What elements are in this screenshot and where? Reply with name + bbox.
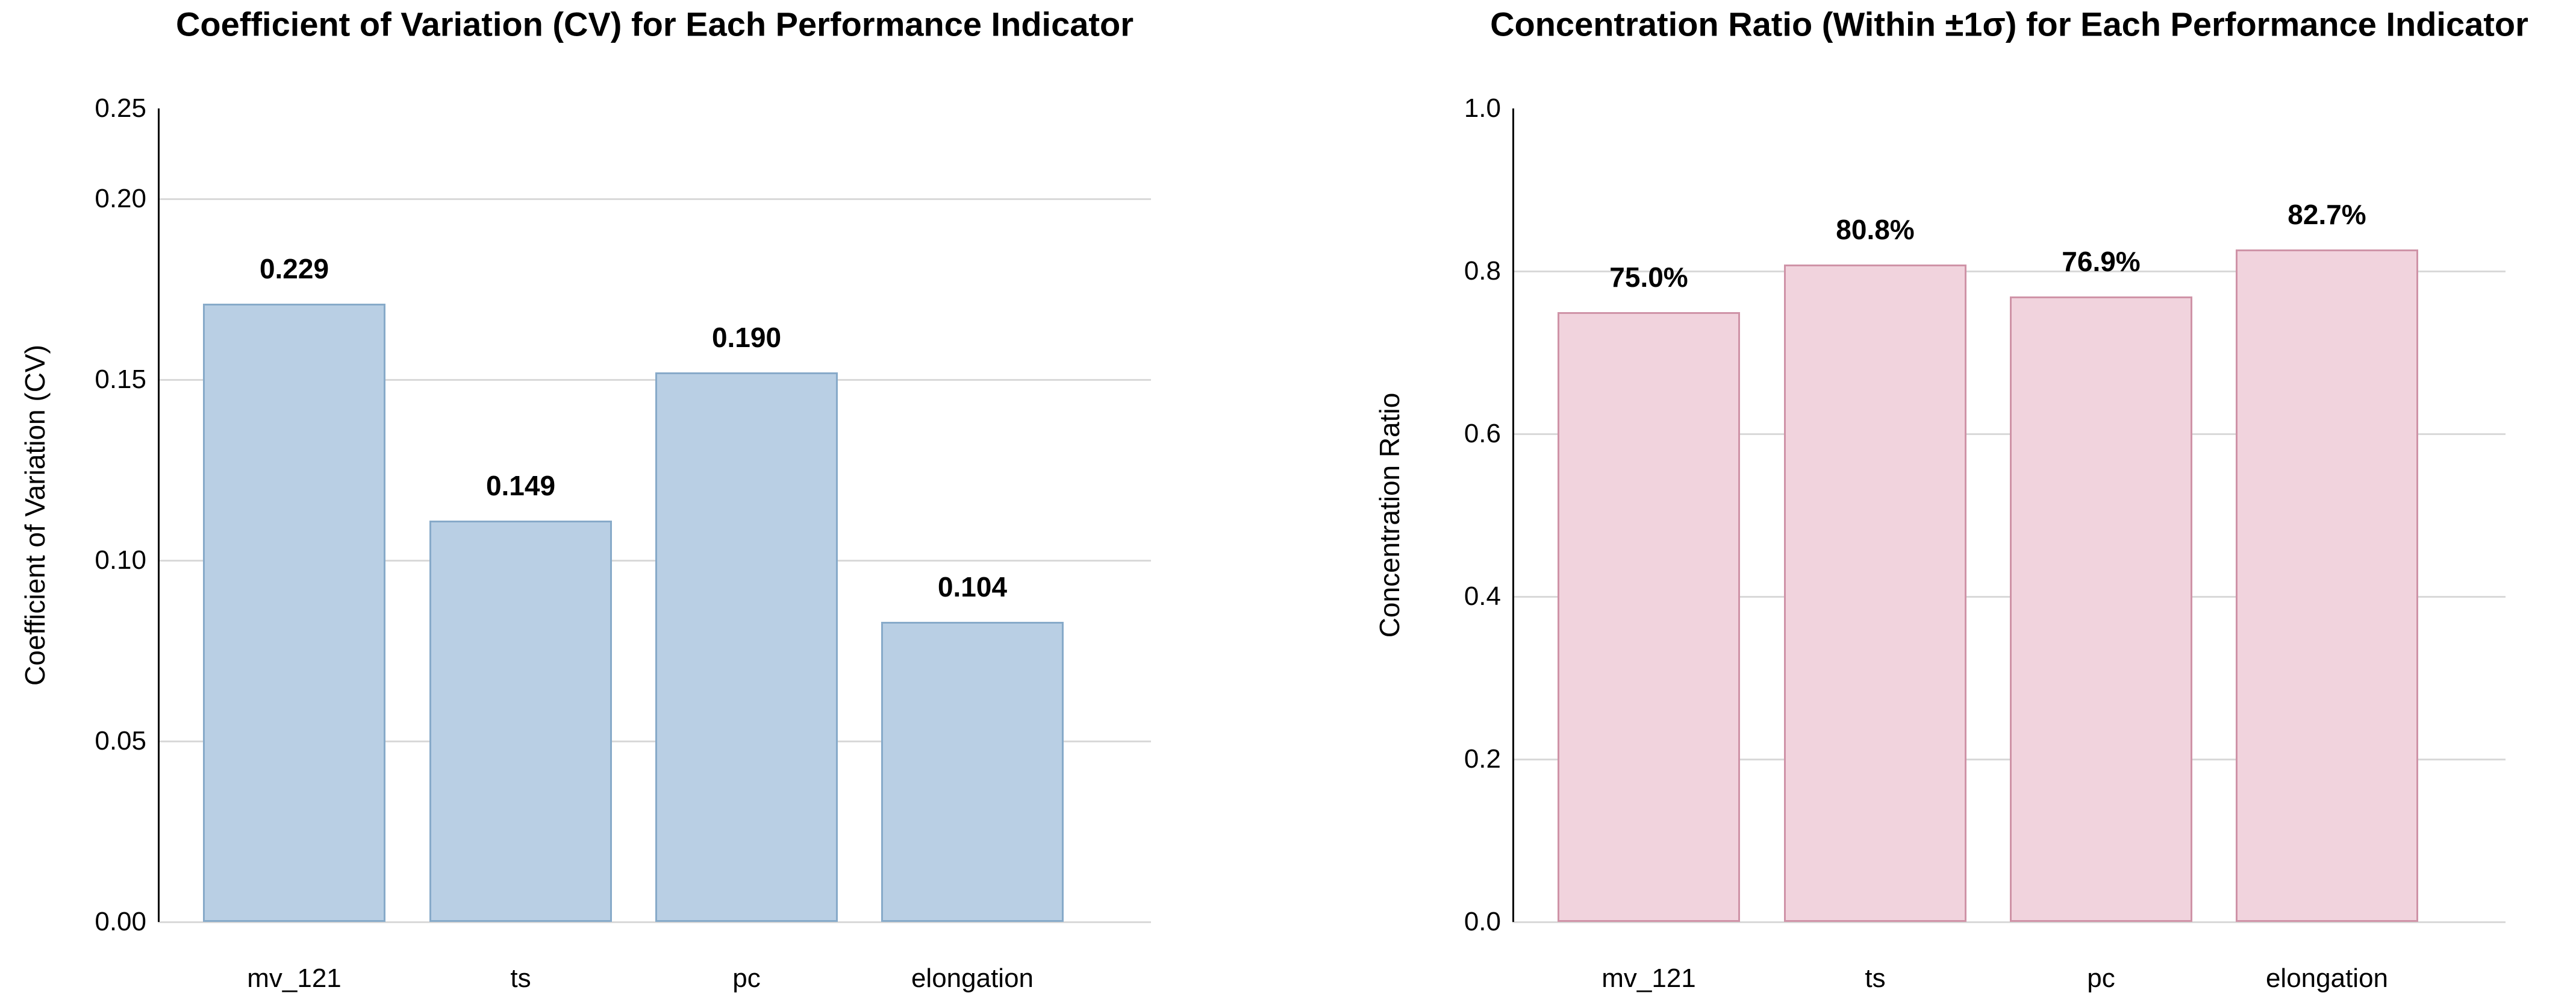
y-gridline xyxy=(158,378,1151,381)
cv-bar-chart: Coefficient of Variation (CV) for Each P… xyxy=(0,0,1221,992)
y-tick-label: 0.05 xyxy=(95,726,146,756)
y-gridline xyxy=(1512,758,2506,760)
x-tick-label: pc xyxy=(732,963,761,993)
y-tick-label: 1.0 xyxy=(1464,93,1501,123)
y-gridline xyxy=(1512,433,2506,435)
y-gridline xyxy=(158,198,1151,200)
x-tick-label: ts xyxy=(1865,963,1886,993)
x-tick-label: pc xyxy=(2087,963,2115,993)
y-tick-label: 0.25 xyxy=(95,93,146,123)
plot-area: 0.0 0.2 0.4 0.6 0.8 1.0 75.0% mv_121 80.8% ts 76.9… xyxy=(1355,0,2576,992)
x-tick-label: ts xyxy=(510,963,531,993)
y-gridline xyxy=(158,740,1151,742)
bar-pc xyxy=(655,372,838,922)
chart-title: Concentration Ratio (Within ±1σ) for Eac… xyxy=(1490,5,2528,43)
bar-ts xyxy=(1784,265,1966,922)
y-tick-label: 0.00 xyxy=(95,907,146,936)
chart-title: Coefficient of Variation (CV) for Each P… xyxy=(175,5,1134,43)
y-axis-line xyxy=(158,108,160,922)
bar-mv_121 xyxy=(1558,312,1740,922)
bar-pc xyxy=(2010,296,2192,922)
x-tick-label: mv_121 xyxy=(247,963,341,993)
y-tick-label: 0.4 xyxy=(1464,581,1501,611)
bar-value-label: 0.149 xyxy=(485,470,556,501)
y-tick-label: 0.8 xyxy=(1464,256,1501,286)
x-tick-label: mv_121 xyxy=(1601,963,1696,993)
bar-value-label: 0.104 xyxy=(937,571,1008,603)
bar-elongation xyxy=(881,622,1064,922)
y-tick-label: 0.0 xyxy=(1464,907,1501,936)
y-gridline xyxy=(1512,595,2506,598)
bar-value-label: 80.8% xyxy=(1836,214,1915,246)
y-tick-label: 0.10 xyxy=(95,545,146,575)
bar-value-label: 0.190 xyxy=(711,322,782,353)
bar-value-label: 0.229 xyxy=(259,253,329,284)
y-gridline xyxy=(158,559,1151,562)
bar-value-label: 75.0% xyxy=(1609,261,1688,293)
x-axis-baseline xyxy=(1512,921,2506,923)
y-axis-line xyxy=(1512,108,1514,922)
y-gridline xyxy=(1512,270,2506,272)
bar-value-label: 76.9% xyxy=(2062,245,2141,277)
y-tick-label: 0.6 xyxy=(1464,419,1501,448)
x-tick-label: elongation xyxy=(911,963,1034,993)
x-axis-baseline xyxy=(158,921,1151,923)
plot-area: 0.00 0.05 0.10 0.15 0.20 0.25 0.229 mv_121 0.149… xyxy=(0,0,1221,992)
x-tick-label: elongation xyxy=(2265,963,2389,993)
bar-elongation xyxy=(2236,249,2418,922)
concentration-ratio-bar-chart: Concentration Ratio (Within ±1σ) for Eac… xyxy=(1355,0,2576,992)
y-tick-label: 0.20 xyxy=(95,184,146,213)
y-tick-label: 0.15 xyxy=(95,365,146,394)
bar-ts xyxy=(429,521,612,922)
bar-mv_121 xyxy=(203,304,385,922)
y-tick-label: 0.2 xyxy=(1464,744,1501,774)
bar-value-label: 82.7% xyxy=(2288,198,2366,230)
